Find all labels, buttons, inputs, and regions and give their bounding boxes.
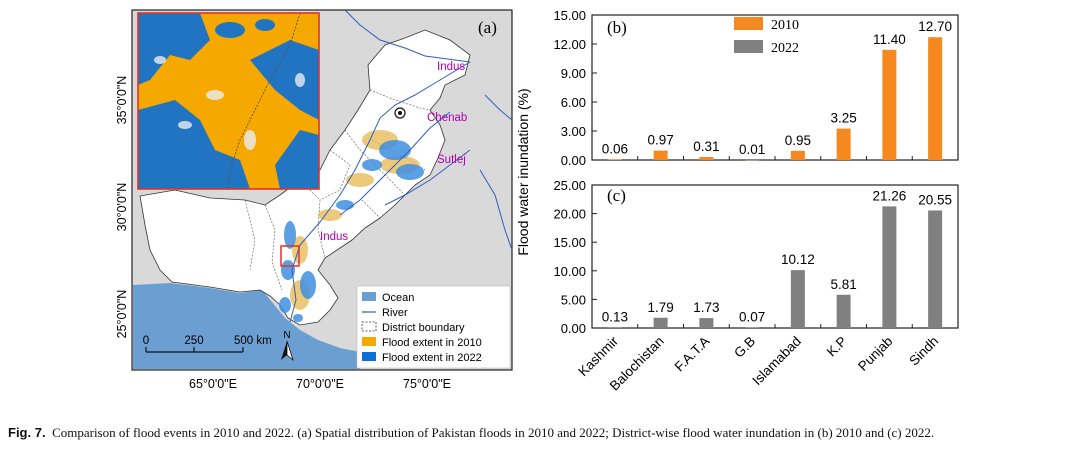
- value-label-c: 0.07: [739, 310, 765, 325]
- value-label-c: 10.12: [781, 252, 815, 267]
- value-label-c: 1.73: [693, 300, 719, 315]
- figure-7: (a) Indus Chenab Sutlej Indus 35°0'0"N 3…: [115, 8, 959, 393]
- value-label-b: 0.97: [647, 133, 673, 148]
- value-label-b: 11.40: [873, 32, 906, 47]
- legend-2010-swatch: [734, 17, 763, 30]
- legend-2022-swatch: [734, 40, 763, 53]
- category-label: F.A.T.A: [672, 334, 713, 375]
- scale-label-250: 250: [184, 335, 203, 347]
- y-tick-label-b: 6.00: [561, 95, 586, 110]
- lon-label-65: 65°0'0"E: [189, 377, 237, 391]
- bar-b-punjab: [882, 49, 897, 160]
- category-label: Sindh: [906, 334, 941, 369]
- bar-c-islamabad: [790, 270, 805, 328]
- value-label-c: 21.26: [872, 188, 906, 203]
- bar-c-fata: [699, 318, 714, 328]
- caption-text: Comparison of flood events in 2010 and 2…: [52, 425, 935, 440]
- value-label-b: 0.06: [602, 141, 628, 156]
- value-label-b: 0.01: [739, 142, 765, 157]
- chart-panel-b: 0.00 3.00 6.00 9.00 12.00 15.00 0.06 0.97 0.31 0.…: [553, 8, 959, 168]
- category-label: Kashmir: [575, 333, 621, 379]
- inset-map: [137, 12, 320, 190]
- panel-label-c: (c): [607, 186, 626, 205]
- rivers: [289, 9, 513, 323]
- bar-c-punjab: [882, 206, 897, 328]
- legend-2010-label: 2010: [771, 18, 799, 33]
- legend-ocean: Ocean: [382, 292, 414, 304]
- lat-label-25: 25°0'0"N: [115, 290, 129, 339]
- legend-flood-2022: Flood extent in 2022: [382, 352, 482, 364]
- figure-caption: Fig. 7. Comparison of flood events in 20…: [8, 424, 1072, 442]
- scale-bar: 0 250 500 km: [143, 335, 272, 353]
- value-label-c: 0.13: [602, 309, 628, 324]
- y-tick-label-b: 0.00: [561, 153, 586, 168]
- value-label-b: 0.95: [785, 133, 811, 148]
- y-tick-label-b: 9.00: [561, 66, 586, 81]
- category-label: K.P: [824, 334, 850, 360]
- river-label-chenab: Chenab: [427, 112, 467, 124]
- y-tick-label-c: 10.00: [553, 264, 586, 279]
- scale-label-0: 0: [143, 335, 149, 347]
- legend-district-boundary: District boundary: [382, 322, 465, 334]
- value-label-c: 1.79: [647, 300, 673, 315]
- value-label-c: 5.81: [830, 277, 856, 292]
- chart-panel-c: 0.00 5.00 10.00 15.00 20.00 25.00 0.13 1.79 1.73…: [553, 178, 959, 336]
- value-label-b: 0.31: [693, 139, 719, 154]
- legend-flood-2010-swatch: [362, 337, 376, 346]
- lat-label-30: 30°0'0"N: [115, 183, 129, 232]
- y-tick-label-c: 20.00: [553, 207, 586, 222]
- river-label-indus-north: Indus: [437, 61, 465, 73]
- y-tick-label-c: 15.00: [553, 235, 586, 250]
- bar-b-fata: [699, 157, 714, 160]
- y-tick-label-c: 0.00: [561, 321, 586, 336]
- value-label-b: 3.25: [830, 111, 856, 126]
- lon-label-75: 75°0'0"E: [403, 377, 451, 391]
- svg-text:N: N: [283, 330, 290, 341]
- bar-c-sindh: [928, 210, 943, 328]
- panel-label-b: (b): [607, 18, 627, 37]
- lon-label-70: 70°0'0"E: [296, 377, 344, 391]
- map-panel: (a) Indus Chenab Sutlej Indus 35°0'0"N 3…: [115, 9, 513, 391]
- legend-2022-label: 2022: [771, 41, 799, 56]
- y-tick-label-b: 12.00: [553, 37, 586, 52]
- river-label-indus-south: Indus: [320, 231, 348, 243]
- caption-label: Fig. 7.: [8, 425, 46, 440]
- inset-border: [137, 12, 320, 190]
- scale-label-500: 500 km: [234, 335, 272, 347]
- y-tick-label-b: 3.00: [561, 124, 586, 139]
- legend-river: River: [382, 307, 408, 319]
- category-label: G.B: [731, 334, 758, 361]
- bar-b-kashmir: [607, 159, 622, 160]
- category-label: Islamabad: [749, 334, 804, 389]
- zoom-box: [280, 245, 300, 267]
- bar-b-balochistan: [653, 150, 668, 160]
- chart-legend: 2010 2022: [734, 17, 799, 56]
- flood-2022-extent: [279, 140, 424, 322]
- legend-flood-2010: Flood extent in 2010: [382, 337, 482, 349]
- y-tick-label-c: 25.00: [553, 178, 586, 193]
- ocean-area: [133, 283, 360, 369]
- map-panel-label: (a): [478, 18, 497, 37]
- bar-c-kp: [836, 294, 851, 328]
- bar-b-sindh: [928, 37, 943, 160]
- bar-c-kashmir: [607, 327, 622, 328]
- legend-ocean-swatch: [362, 292, 376, 301]
- value-label-b: 12.70: [918, 19, 952, 34]
- legend-district-swatch: [361, 321, 377, 332]
- lat-label-35: 35°0'0"N: [115, 76, 129, 125]
- y-tick-label-b: 15.00: [553, 8, 586, 23]
- bar-c-balochistan: [653, 317, 668, 328]
- value-label-c: 20.55: [918, 192, 952, 207]
- map-legend: Ocean River District boundary Flood exte…: [356, 285, 511, 369]
- capital-marker-dot: [398, 111, 402, 115]
- river-label-sutlej: Sutlej: [437, 154, 466, 166]
- bar-b-kp: [836, 128, 851, 160]
- legend-flood-2022-swatch: [362, 352, 376, 361]
- category-label: Punjab: [855, 334, 895, 374]
- y-tick-label-c: 5.00: [561, 292, 586, 307]
- bar-b-islamabad: [790, 150, 805, 160]
- north-arrow-icon: N: [281, 330, 294, 362]
- y-axis-title: Flood water inundation (%): [515, 88, 531, 255]
